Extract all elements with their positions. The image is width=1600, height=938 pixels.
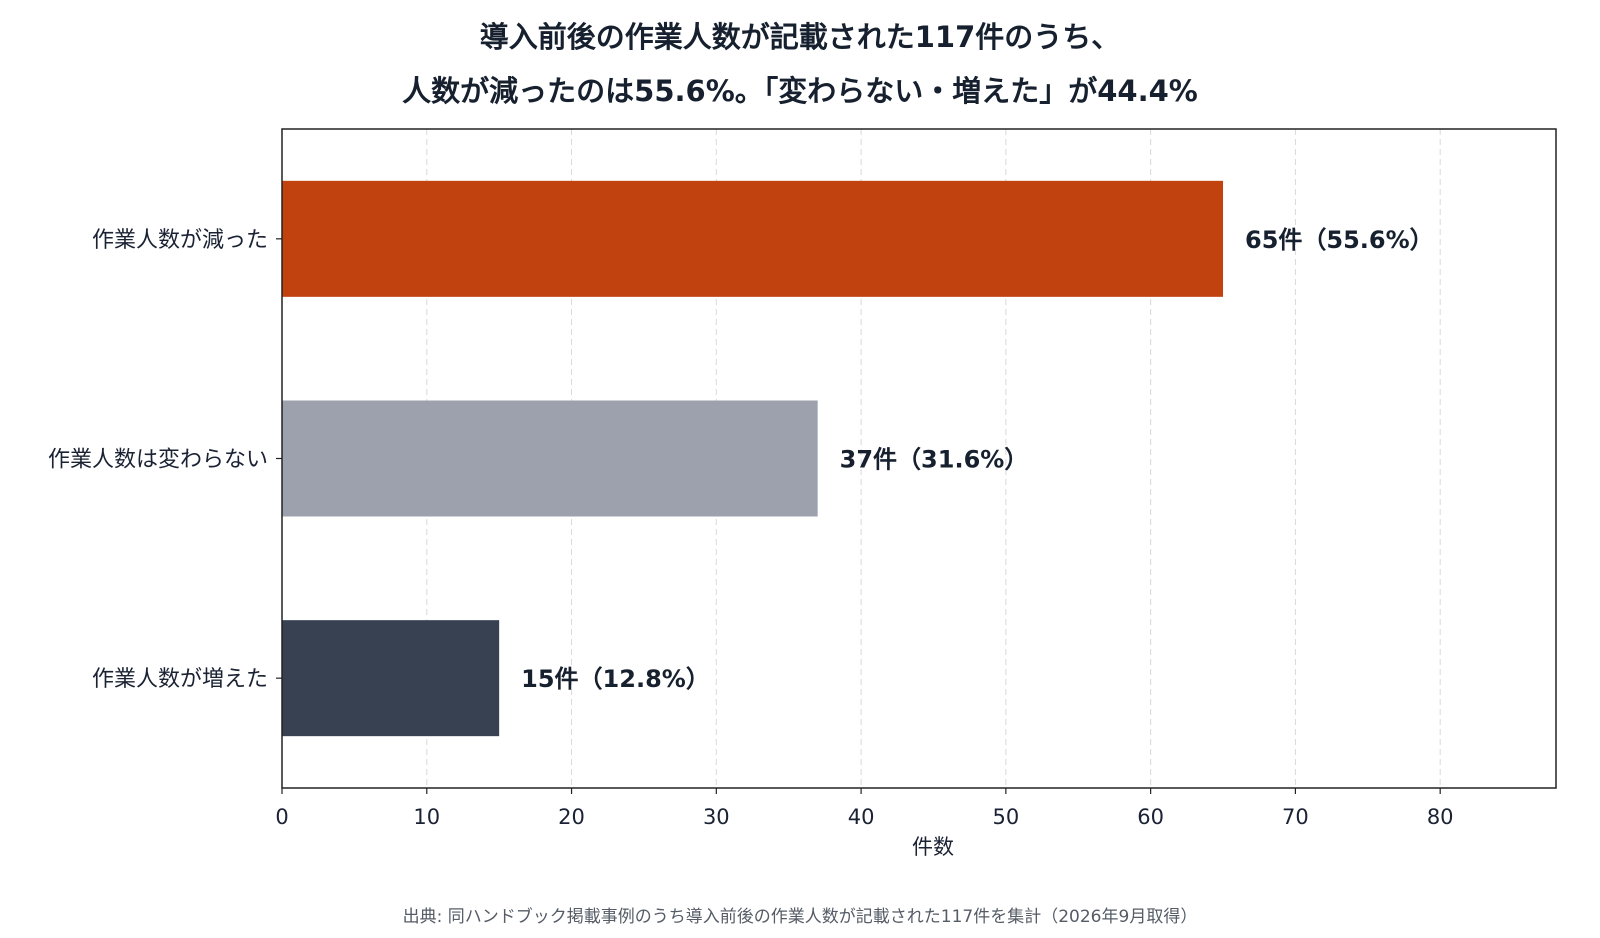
chart-title: 導入前後の作業人数が記載された117件のうち、 人数が減ったのは55.6%。「変… xyxy=(0,10,1600,118)
x-tick-label-20: 20 xyxy=(558,805,585,829)
category-label-0: 作業人数が減った xyxy=(92,228,268,253)
data-label-0: 65件（55.6%） xyxy=(1245,226,1434,254)
x-tick-label-60: 60 xyxy=(1137,805,1164,829)
x-tick-label-10: 10 xyxy=(413,805,440,829)
chart-title-line-2: 人数が減ったのは55.6%。「変わらない・増えた」が44.4% xyxy=(402,74,1198,108)
axis-layer: 0 10 20 30 40 50 60 70 80 xyxy=(275,238,1454,829)
bar-2 xyxy=(282,620,500,737)
bar-0 xyxy=(282,180,1224,297)
x-tick-label-80: 80 xyxy=(1427,805,1454,829)
x-tick-label-70: 70 xyxy=(1282,805,1309,829)
category-label-1: 作業人数は変わらない xyxy=(48,448,268,473)
x-tick-label-40: 40 xyxy=(848,805,875,829)
bars-layer xyxy=(282,180,1224,737)
x-axis-label: 件数 xyxy=(912,835,954,859)
chart-title-line-1: 導入前後の作業人数が記載された117件のうち、 xyxy=(479,20,1121,54)
x-tick-label-30: 30 xyxy=(703,805,730,829)
plot-frame xyxy=(281,128,1557,789)
source-note: 出典: 同ハンドブック掲載事例のうち導入前後の作業人数が記載された117件を集計… xyxy=(402,907,1198,927)
labels-layer: 作業人数が減った 65件（55.6%） 作業人数は変わらない 37件（31.6%） 作業… xyxy=(48,226,1434,693)
x-tick-label-0: 0 xyxy=(275,805,288,829)
data-label-1: 37件（31.6%） xyxy=(840,446,1029,474)
bar-1 xyxy=(282,400,818,517)
data-label-2: 15件（12.8%） xyxy=(521,665,710,693)
x-tick-label-50: 50 xyxy=(992,805,1019,829)
category-label-2: 作業人数が増えた xyxy=(92,667,268,692)
